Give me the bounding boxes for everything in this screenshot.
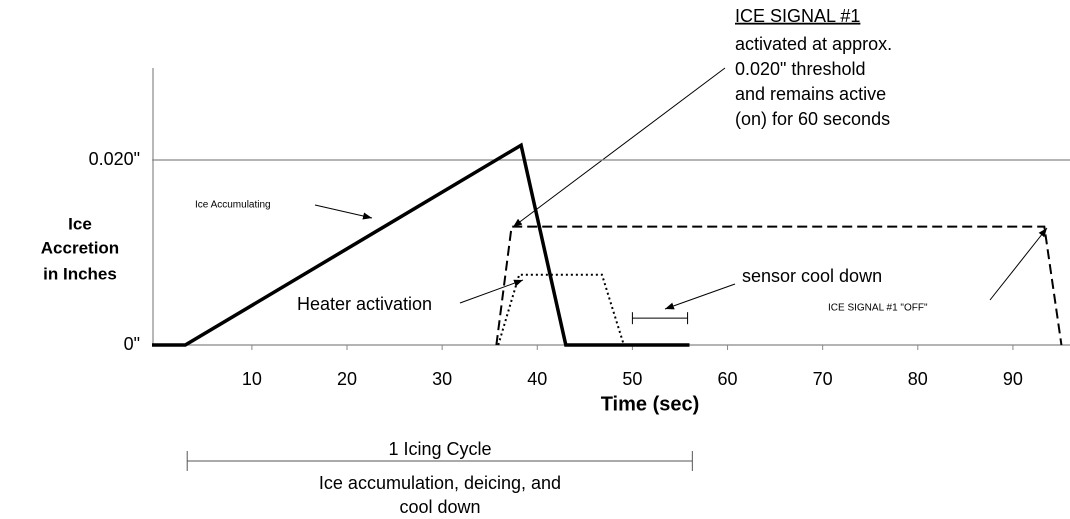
x-tick-label: 70 — [813, 369, 833, 389]
arrow — [664, 283, 736, 310]
annotation: (on) for 60 seconds — [735, 109, 890, 129]
series-line — [497, 273, 625, 346]
arrow — [989, 227, 1048, 301]
x-axis-label: Time (sec) — [601, 393, 700, 415]
annotation: Ice Accumulating — [195, 200, 271, 211]
y-tick-label: 0.020" — [89, 149, 140, 169]
x-tick-label: 60 — [718, 369, 738, 389]
annotation: and remains active — [735, 84, 886, 104]
annotation: 0.020" threshold — [735, 59, 865, 79]
y-tick-label: 0" — [124, 334, 140, 354]
arrow — [459, 279, 524, 304]
x-tick-label: 80 — [908, 369, 928, 389]
annotation: Heater activation — [297, 294, 432, 314]
x-tick-label: 40 — [527, 369, 547, 389]
x-tick-label: 90 — [1003, 369, 1023, 389]
annotation: ICE SIGNAL #1 — [735, 6, 860, 26]
x-tick-label: 50 — [622, 369, 642, 389]
series-line — [152, 142, 690, 347]
y-axis-label: Accretion — [41, 238, 119, 257]
x-tick-label: 10 — [242, 369, 262, 389]
annotation: sensor cool down — [742, 266, 882, 286]
series-line — [495, 225, 1063, 346]
annotation: 1 Icing Cycle — [388, 439, 491, 459]
x-tick-label: 20 — [337, 369, 357, 389]
arrow — [314, 204, 373, 220]
arrow — [512, 67, 726, 228]
annotation: cool down — [399, 497, 480, 517]
annotation: ICE SIGNAL #1 "OFF" — [828, 303, 928, 314]
annotation: activated at approx. — [735, 34, 892, 54]
annotation: Ice accumulation, deicing, and — [319, 473, 561, 493]
y-axis-label: in Inches — [43, 264, 117, 283]
x-tick-label: 30 — [432, 369, 452, 389]
y-axis-label: Ice — [68, 214, 92, 233]
